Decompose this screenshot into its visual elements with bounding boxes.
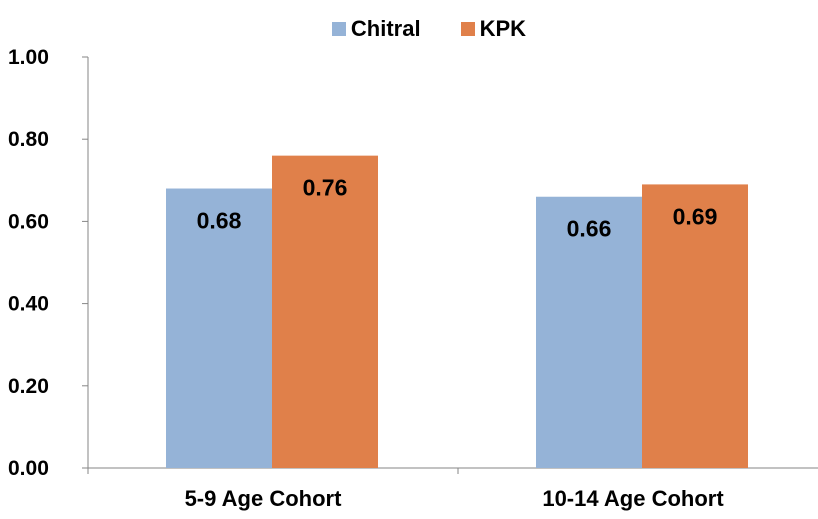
data-label: 0.68: [197, 208, 242, 234]
bar-chitral-1: [536, 196, 642, 469]
x-category-label: 10-14 Age Cohort: [542, 486, 724, 511]
legend-item-chitral: Chitral: [331, 16, 421, 42]
data-label: 0.76: [303, 175, 348, 201]
bar-kpk-0: [272, 155, 378, 468]
bar-chitral-0: [166, 188, 272, 468]
y-tick-label: 0.40: [8, 293, 49, 316]
legend-swatch-chitral: [331, 22, 346, 36]
legend: Chitral KPK: [0, 16, 818, 42]
x-category-label: 5-9 Age Cohort: [185, 486, 343, 511]
y-tick-label: 0.60: [8, 210, 49, 233]
legend-item-kpk: KPK: [460, 16, 527, 42]
data-label: 0.66: [567, 216, 612, 242]
y-tick-label: 1.00: [8, 46, 49, 69]
y-tick-label: 0.80: [8, 128, 49, 151]
bar-kpk-1: [642, 184, 748, 468]
legend-swatch-kpk: [460, 22, 475, 36]
y-tick-label: 0.20: [8, 375, 49, 398]
y-tick-label: 0.00: [8, 457, 49, 480]
legend-label-chitral: Chitral: [350, 16, 421, 41]
data-label: 0.69: [673, 203, 718, 229]
legend-label-kpk: KPK: [479, 16, 527, 41]
